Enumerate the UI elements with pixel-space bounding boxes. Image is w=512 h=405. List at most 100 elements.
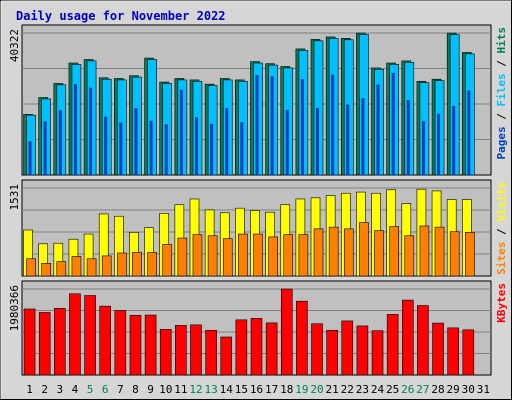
bar-pages — [225, 108, 229, 175]
bar-sites — [359, 222, 369, 277]
bar-pages — [437, 113, 441, 175]
bar-sites — [41, 263, 51, 277]
bar-sites — [404, 235, 415, 277]
bar-pages — [89, 87, 93, 175]
x-tick-label: 4 — [72, 383, 79, 396]
bar-pages — [406, 99, 410, 175]
bar-sites — [374, 230, 384, 277]
x-tick-label: 23 — [356, 383, 369, 396]
bar-kbytes — [220, 336, 233, 376]
legend-sites: Sites — [495, 242, 508, 275]
bar-kbytes — [69, 293, 81, 376]
chart-panels: 40322 Pages / Files / Hits 1531 Sites / Vis… — [8, 24, 508, 376]
bar-sites — [343, 228, 354, 277]
x-tick-label: 18 — [280, 383, 293, 396]
bar-pages — [164, 124, 168, 175]
bar-kbytes — [129, 314, 142, 376]
bar-kbytes — [235, 319, 248, 376]
x-tick-label: 9 — [147, 383, 154, 396]
x-tick-label: 3 — [57, 383, 64, 396]
bar-sites — [449, 231, 460, 277]
bar-pages — [467, 90, 471, 175]
x-axis: 1 2 3 4 5 6 7 8 9 10 11 12 13 14 15 16 17 18 19 20 21 22 23 24 2… — [26, 383, 490, 396]
bar-kbytes — [326, 329, 338, 376]
bar-sites — [328, 226, 339, 277]
x-tick-label: 7 — [117, 383, 124, 396]
x-tick-label: 30 — [462, 383, 475, 396]
legend-files: Files — [495, 73, 508, 106]
bar-kbytes — [190, 324, 202, 376]
bar-pages — [73, 84, 77, 175]
bar-kbytes — [432, 322, 444, 376]
bar-sites — [56, 261, 67, 277]
x-tick-label: 8 — [132, 383, 139, 396]
bar-pages — [300, 79, 304, 175]
bar-pages — [43, 121, 47, 175]
x-tick-label: 17 — [265, 383, 278, 396]
legend-separator: / — [495, 107, 508, 127]
bar-sites — [26, 258, 36, 277]
x-tick-label: 12 — [189, 383, 202, 396]
bar-pages — [240, 122, 244, 175]
bar-pages — [391, 72, 395, 175]
bar-pages — [421, 121, 425, 175]
x-tick-label: 5 — [87, 383, 94, 396]
x-tick-label: 24 — [371, 383, 385, 396]
x-tick-label: 1 — [26, 383, 33, 396]
bar-pages — [316, 108, 320, 175]
x-tick-label: 26 — [401, 383, 414, 396]
bar-kbytes — [159, 329, 172, 376]
x-tick-label: 13 — [204, 383, 217, 396]
panel-kbytes: 1980366 KBytes — [8, 280, 508, 376]
chart-title: Daily usage for November 2022 — [16, 9, 226, 23]
bar-sites — [419, 225, 430, 277]
bar-pages — [270, 76, 274, 175]
y-max-tick-label: 1980366 — [8, 285, 21, 331]
bar-sites — [71, 256, 82, 277]
bar-pages — [452, 105, 456, 175]
x-tick-label: 27 — [416, 383, 429, 396]
bar-kbytes — [114, 310, 127, 376]
series-legend-label: Sites / Visits — [495, 182, 508, 275]
bar-sites — [86, 258, 97, 277]
bar-kbytes — [38, 312, 51, 376]
bar-sites — [465, 232, 475, 277]
legend-pages: Pages — [495, 126, 508, 159]
bar-kbytes — [175, 324, 187, 376]
bar-kbytes — [296, 300, 308, 376]
x-tick-label: 29 — [447, 383, 460, 396]
bar-kbytes — [341, 320, 354, 376]
legend-visits: Visits — [495, 182, 508, 222]
bar-sites — [389, 226, 399, 277]
legend-separator: / — [495, 54, 508, 74]
x-tick-label: 10 — [159, 383, 172, 396]
bar-kbytes — [311, 323, 323, 376]
bar-kbytes — [250, 318, 263, 376]
bar-kbytes — [23, 308, 36, 376]
series-legend-label: KBytes — [495, 283, 508, 323]
panel-pages-files-hits: 40322 Pages / Files / Hits — [8, 24, 508, 176]
bar-sites — [177, 237, 188, 277]
bar-kbytes — [265, 322, 278, 376]
bar-sites — [434, 226, 445, 277]
bar-kbytes — [54, 308, 66, 376]
x-tick-label: 20 — [310, 383, 323, 396]
x-tick-label: 6 — [102, 383, 109, 396]
x-tick-label: 19 — [295, 383, 308, 396]
bar-sites — [313, 228, 324, 277]
bar-sites — [298, 234, 309, 277]
bar-sites — [238, 233, 248, 277]
bar-kbytes — [371, 330, 384, 376]
series-legend-label: Pages / Files / Hits — [495, 27, 508, 160]
bar-kbytes — [144, 314, 157, 376]
bar-kbytes — [401, 299, 414, 376]
bar-pages — [179, 89, 183, 175]
x-tick-label: 15 — [235, 383, 248, 396]
x-tick-label: 14 — [220, 383, 234, 396]
x-tick-label: 31 — [477, 383, 490, 396]
x-tick-label: 28 — [431, 383, 444, 396]
bar-kbytes — [280, 288, 293, 376]
bar-kbytes — [356, 325, 369, 376]
x-tick-label: 11 — [174, 383, 187, 396]
